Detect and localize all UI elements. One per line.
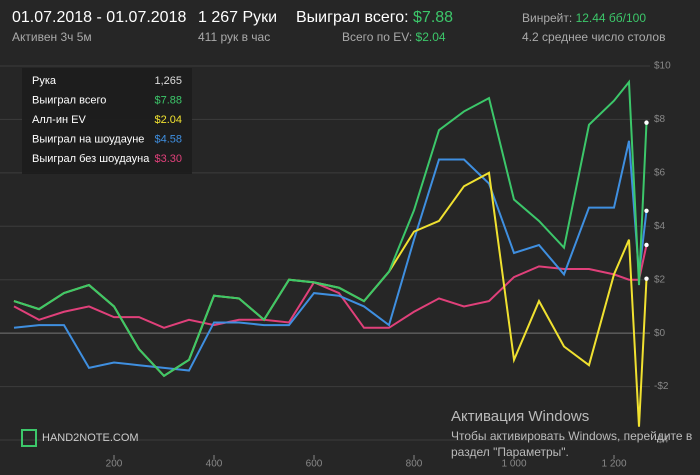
tooltip-value: 1,265 bbox=[154, 75, 182, 87]
watermark-line: Чтобы активировать Windows, перейдите в bbox=[451, 429, 692, 443]
winrate: Винрейт: 12.44 бб/100 bbox=[522, 11, 646, 25]
tooltip-value: $2.04 bbox=[154, 114, 182, 126]
series-line bbox=[13, 140, 648, 372]
x-tick-label: 1 000 bbox=[501, 459, 526, 470]
series-line bbox=[13, 171, 648, 427]
x-tick-label: 200 bbox=[106, 459, 123, 470]
winrate-value: 12.44 бб/100 bbox=[575, 11, 647, 25]
y-tick-label: -$2 bbox=[654, 381, 669, 392]
x-tick-label: 1 200 bbox=[601, 459, 626, 470]
end-dot bbox=[644, 208, 649, 213]
y-tick-label: $4 bbox=[654, 221, 666, 232]
ev-value: $2.04 bbox=[415, 30, 446, 44]
x-tick-label: 400 bbox=[206, 459, 223, 470]
end-dot bbox=[644, 242, 649, 248]
hands: 1 267 Руки bbox=[198, 9, 278, 26]
watermark-title: Активация Windows bbox=[451, 408, 589, 425]
tooltip: Рука 1,265 Выиграл всего $7.88 Алл-ин EV $2.0… bbox=[22, 68, 192, 174]
y-tick-label: $0 bbox=[654, 328, 666, 339]
tooltip-label: Выиграл на шоудауне bbox=[32, 133, 144, 145]
tooltip-value: $4.58 bbox=[154, 133, 182, 145]
logo: HAND2NOTE.COM bbox=[42, 432, 139, 444]
tooltip-label: Рука bbox=[32, 75, 57, 87]
y-tick-label: $6 bbox=[654, 167, 666, 178]
tooltip-value: $7.88 bbox=[154, 94, 182, 106]
watermark-line: раздел "Параметры". bbox=[451, 445, 569, 459]
y-tick-label: -$4 bbox=[654, 435, 669, 446]
logo-icon bbox=[21, 429, 37, 447]
winrate-label: Винрейт: bbox=[522, 11, 573, 25]
y-tick-label: $10 bbox=[654, 61, 671, 72]
tooltip-label: Алл-ин EV bbox=[32, 114, 86, 126]
won-label: Выиграл всего: bbox=[296, 9, 409, 26]
series-line bbox=[13, 244, 648, 329]
tooltip-value: $3.30 bbox=[154, 153, 182, 165]
won: Выиграл всего: $7.88 bbox=[296, 9, 453, 27]
x-tick-label: 600 bbox=[306, 459, 323, 470]
ev-label: Всего по EV: bbox=[342, 30, 413, 44]
active: Активен 3ч 5м bbox=[12, 30, 92, 44]
tooltip-box bbox=[22, 68, 192, 174]
won-value: $7.88 bbox=[413, 9, 454, 26]
ev: Всего по EV: $2.04 bbox=[342, 30, 446, 44]
y-tick-label: $8 bbox=[654, 114, 666, 125]
end-dot bbox=[644, 276, 649, 281]
rate: 411 рук в час bbox=[198, 30, 271, 44]
series-line bbox=[13, 79, 648, 378]
x-tick-label: 800 bbox=[406, 459, 423, 470]
tables: 4.2 среднее число столов bbox=[522, 30, 666, 44]
date: 01.07.2018 - 01.07.2018 bbox=[12, 9, 187, 26]
tooltip-label: Выиграл без шоудауна bbox=[32, 153, 150, 165]
end-dot bbox=[644, 120, 649, 125]
y-tick-label: $2 bbox=[654, 274, 666, 285]
logo-mark bbox=[21, 429, 37, 447]
tooltip-label: Выиграл всего bbox=[32, 94, 106, 106]
